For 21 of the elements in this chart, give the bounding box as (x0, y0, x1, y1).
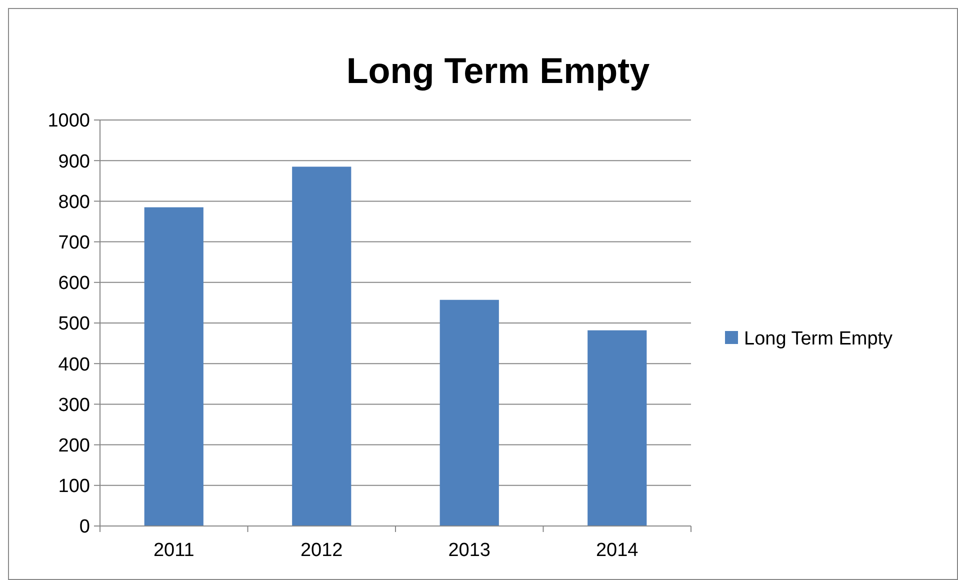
y-tick-label: 300 (58, 394, 90, 416)
x-tick-label: 2014 (596, 540, 639, 561)
legend-label: Long Term Empty (744, 328, 894, 350)
bar (440, 300, 499, 526)
y-tick-label: 200 (58, 435, 90, 456)
chart-title: Long Term Empty (346, 50, 650, 91)
y-tick-label: 500 (58, 314, 90, 335)
y-tick-label: 100 (58, 476, 90, 498)
y-tick-label: 1000 (48, 110, 90, 132)
bar (144, 207, 204, 526)
x-tick-label: 2012 (300, 540, 343, 561)
y-tick-label: 900 (58, 151, 90, 172)
y-tick-label: 700 (58, 232, 90, 254)
bar (292, 166, 352, 526)
x-tick-label: 2011 (153, 540, 194, 561)
bar (588, 330, 647, 526)
y-tick-label: 400 (58, 354, 90, 376)
x-tick-label: 2013 (448, 540, 491, 561)
y-tick-label: 800 (58, 192, 90, 213)
y-tick-label: 600 (58, 273, 90, 294)
y-tick-label: 0 (79, 516, 90, 538)
